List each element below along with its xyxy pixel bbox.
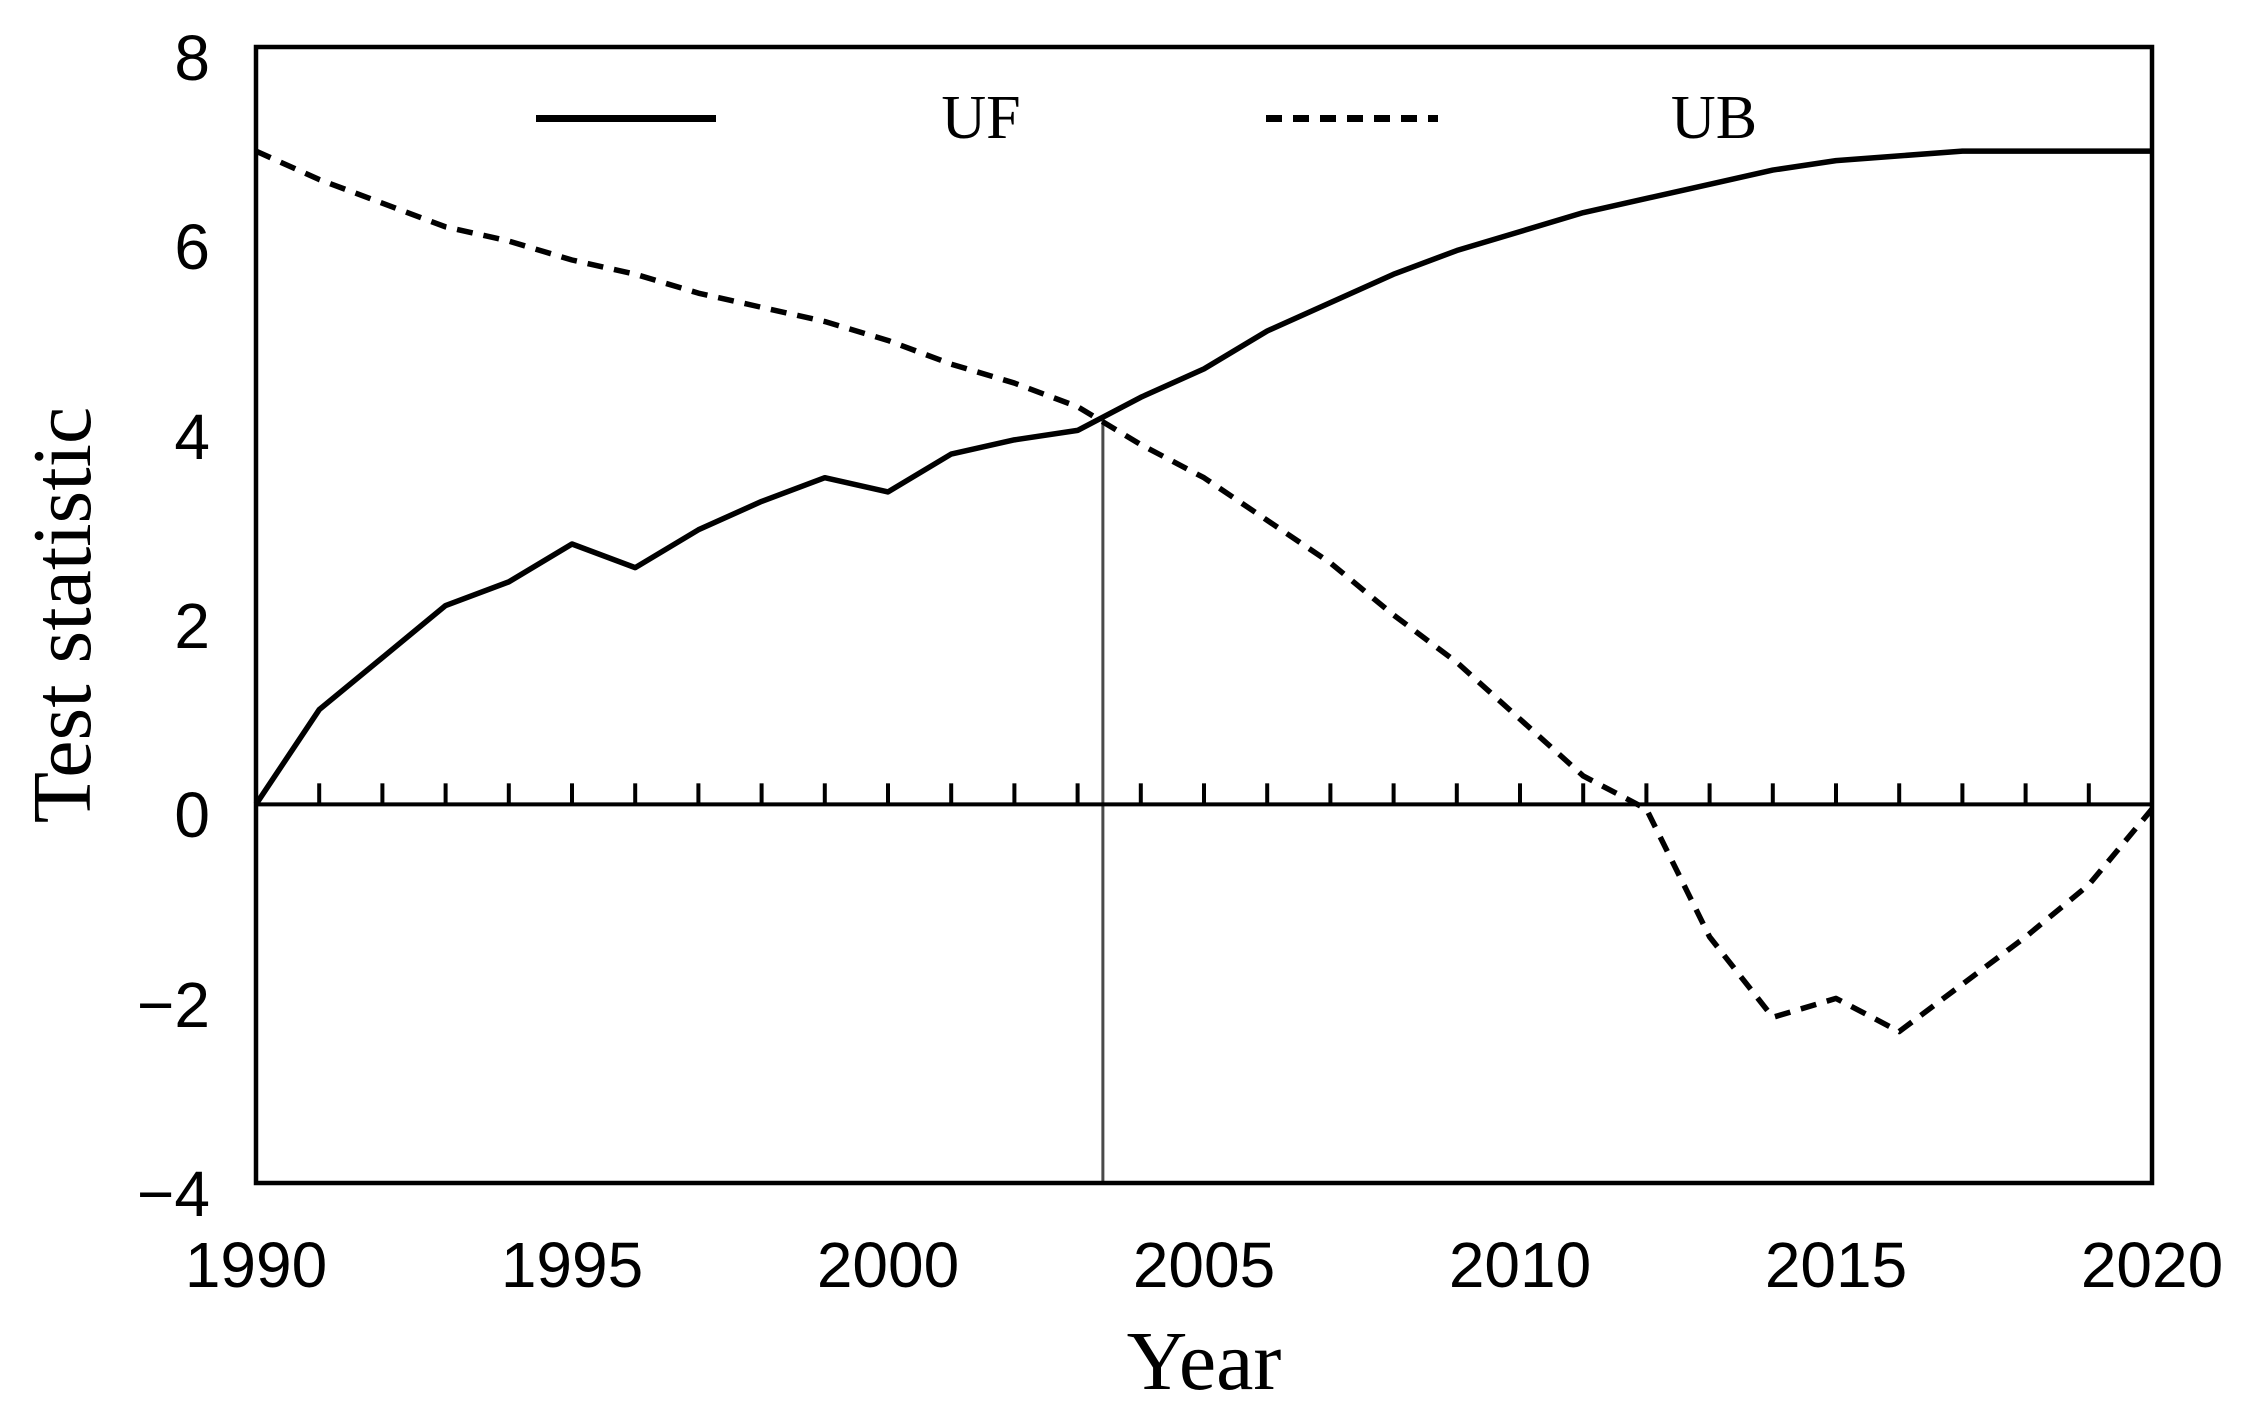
- y-tick-label: −4: [137, 1158, 210, 1230]
- x-tick-label: 2010: [1448, 1229, 1592, 1301]
- y-tick-label: 4: [174, 400, 210, 473]
- x-axis-title: Year: [1126, 1315, 1282, 1408]
- x-tick-label: 2000: [816, 1229, 960, 1301]
- ub-series-line: [254, 148, 2155, 1035]
- legend-solid-line-sample: [536, 115, 716, 122]
- legend-dashed-line-sample: [1266, 115, 1438, 122]
- y-tick-label: 0: [174, 779, 210, 852]
- x-tick-label: 1995: [500, 1229, 644, 1301]
- x-tick-label: 2015: [1764, 1229, 1908, 1301]
- x-tick-label: 2005: [1132, 1229, 1276, 1301]
- y-tick-label: 8: [174, 22, 210, 94]
- y-tick-label: 2: [174, 590, 210, 662]
- x-tick-label: 2020: [2080, 1229, 2224, 1301]
- legend-label-ub: UB: [1670, 84, 1758, 152]
- uf-series-line: [253, 148, 2152, 806]
- legend-label-uf: UF: [941, 84, 1021, 152]
- y-tick-label: −2: [137, 968, 210, 1041]
- y-tick-label: 6: [174, 211, 210, 284]
- x-tick-label: 1990: [184, 1229, 328, 1301]
- plot-frame: [253, 44, 2155, 1186]
